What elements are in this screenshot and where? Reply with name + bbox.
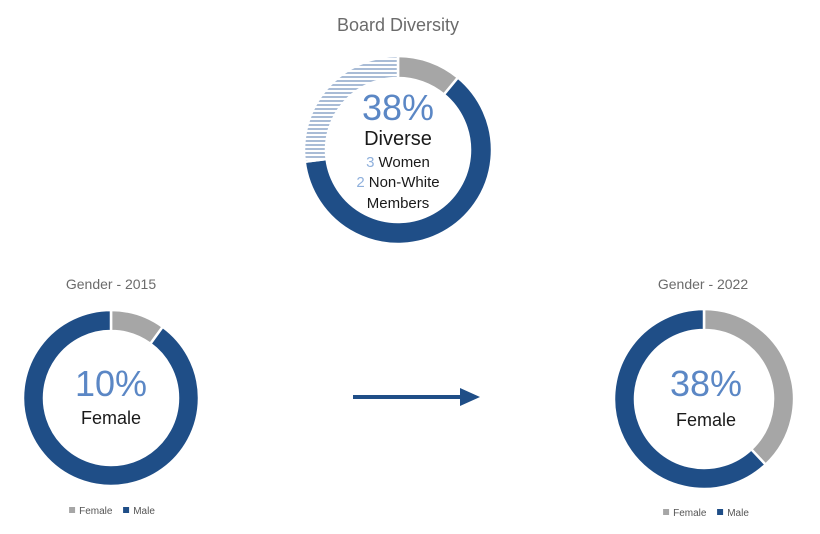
nonwhite-line: 2 Non-White xyxy=(356,173,439,193)
slice-male xyxy=(21,308,201,488)
gender-2022-title: Gender - 2022 xyxy=(657,276,749,292)
gender-2022-donut xyxy=(612,307,796,491)
board-diversity-center: 38% Diverse 3 Women 2 Non-White Members xyxy=(356,90,439,214)
arrow-head xyxy=(460,388,480,406)
legend-label-male: Male xyxy=(133,506,155,517)
board-diversity-title: Board Diversity xyxy=(336,15,460,35)
transition-arrow xyxy=(353,388,480,406)
gender-2015-donut xyxy=(21,308,201,488)
legend-item-female: Female xyxy=(69,506,112,517)
legend-swatch-male xyxy=(717,509,724,516)
women-count: 3 xyxy=(366,154,375,171)
slice-non-white xyxy=(302,54,400,164)
women-line: 3 Women xyxy=(356,153,439,173)
gender-2022-center: 38% Female xyxy=(670,366,742,431)
board-diversity-donut xyxy=(302,54,494,246)
legend-swatch-male xyxy=(123,507,130,514)
gender-2022-legend: Female Male xyxy=(659,508,753,519)
legend-label-female: Female xyxy=(673,508,707,519)
gender-2015-percent: 10% xyxy=(74,363,148,404)
legend-label-male: Male xyxy=(727,508,749,519)
women-label: Women xyxy=(378,154,430,171)
legend-swatch-female xyxy=(663,509,670,516)
gender-2015-word: Female xyxy=(80,408,142,428)
slice-other xyxy=(303,75,494,246)
gender-2015-center: 10% Female xyxy=(75,366,147,429)
legend-item-male: Male xyxy=(717,508,749,519)
gender-2022-percent: 38% xyxy=(669,363,743,404)
board-diversity-word: Diverse xyxy=(364,128,432,150)
members-label: Members xyxy=(366,194,430,212)
board-diversity-percent: 38% xyxy=(361,87,435,128)
legend-item-male: Male xyxy=(123,506,155,517)
gender-2015-title: Gender - 2015 xyxy=(65,276,157,292)
legend-item-female: Female xyxy=(663,508,706,519)
gender-2015-legend: Female Male xyxy=(65,506,159,517)
nonwhite-count: 2 xyxy=(356,174,365,192)
gender-2022-word: Female xyxy=(675,410,737,430)
slice-male xyxy=(612,307,768,491)
legend-swatch-female xyxy=(69,507,76,514)
legend-label-female: Female xyxy=(79,506,113,517)
nonwhite-label: Non-White xyxy=(368,174,440,192)
